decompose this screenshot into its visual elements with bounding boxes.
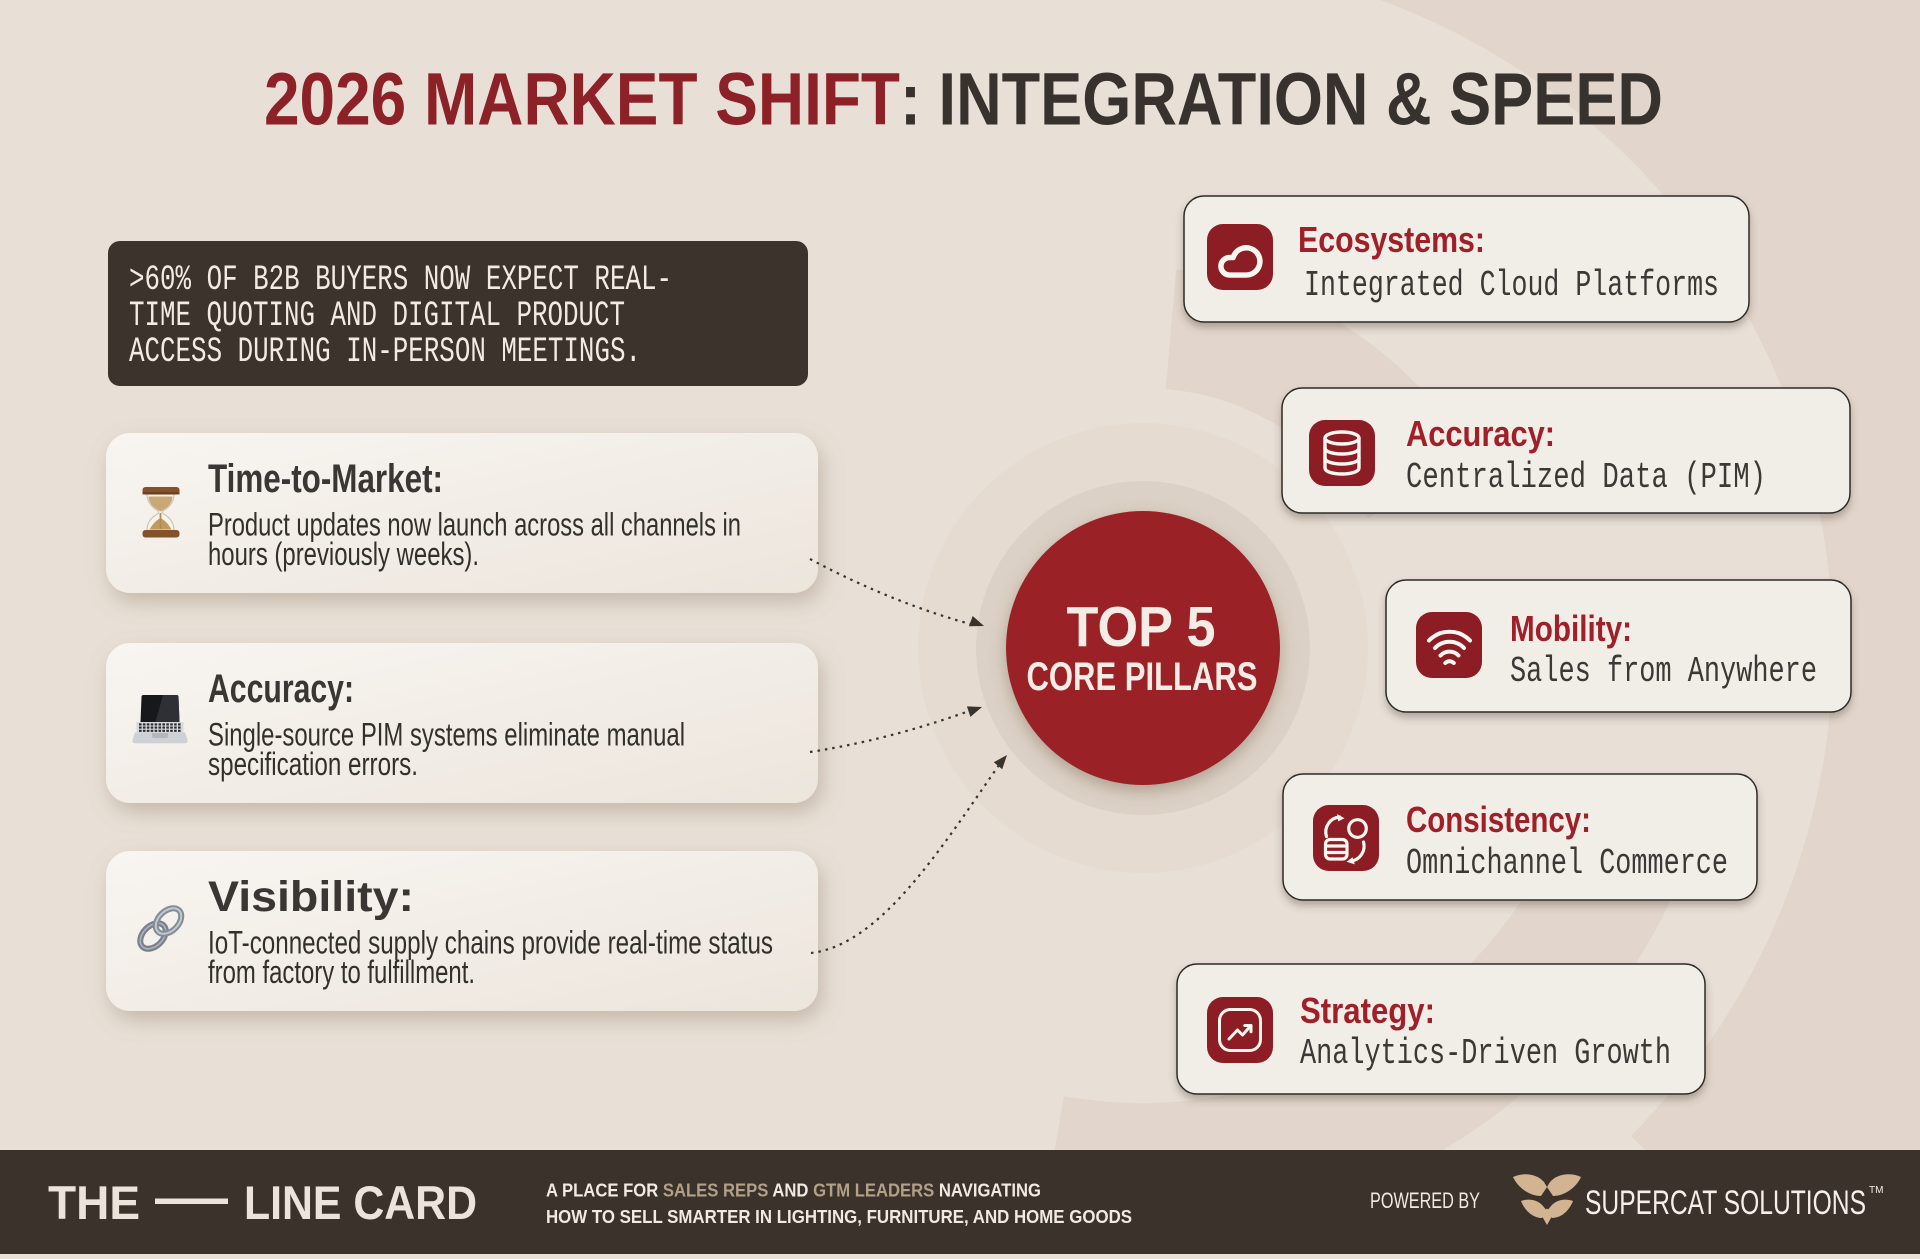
svg-text:specification errors.: specification errors. [208,746,418,782]
svg-text:Omnichannel Commerce: Omnichannel Commerce [1406,843,1728,884]
svg-text:2026 MARKET SHIFT: 2026 MARKET SHIFT [264,58,900,141]
svg-text:Time-to-Market:: Time-to-Market: [208,457,443,501]
svg-text:Integrated Cloud Platforms: Integrated Cloud Platforms [1304,265,1719,306]
svg-text:HOW TO SELL SMARTER IN LIGHTIN: HOW TO SELL SMARTER IN LIGHTING, FURNITU… [546,1207,1132,1227]
svg-text:A PLACE FOR SALES REPS AND GTM: A PLACE FOR SALES REPS AND GTM LEADERS N… [546,1181,1041,1201]
svg-text:Ecosystems:: Ecosystems: [1298,219,1485,260]
svg-text:CORE PILLARS: CORE PILLARS [1027,655,1258,699]
svg-text:TM: TM [1869,1185,1883,1196]
svg-text:Accuracy:: Accuracy: [208,667,354,711]
svg-text:Consistency:: Consistency: [1406,799,1591,840]
svg-text:Product updates now launch acr: Product updates now launch across all ch… [208,507,741,543]
svg-text:Mobility:: Mobility: [1510,608,1632,649]
svg-text:>60% OF B2B BUYERS NOW EXPECT: >60% OF B2B BUYERS NOW EXPECT REAL- [129,260,672,300]
svg-text:Analytics-Driven Growth: Analytics-Driven Growth [1300,1033,1671,1074]
svg-text:hours (previously weeks).: hours (previously weeks). [208,536,479,572]
svg-text:Sales from Anywhere: Sales from Anywhere [1510,651,1817,692]
svg-text:Accuracy:: Accuracy: [1406,413,1555,454]
svg-text:SUPERCAT SOLUTIONS: SUPERCAT SOLUTIONS [1585,1184,1866,1222]
svg-text:Strategy:: Strategy: [1300,990,1435,1031]
svg-text:TIME QUOTING AND DIGITAL PRODU: TIME QUOTING AND DIGITAL PRODUCT [129,296,625,336]
svg-text:IoT-connected supply chains pr: IoT-connected supply chains provide real… [208,925,773,961]
svg-text:from factory to fulfillment.: from factory to fulfillment. [208,954,475,990]
svg-text:Visibility:: Visibility: [208,873,414,921]
svg-text:TOP 5: TOP 5 [1067,595,1216,659]
svg-text:Centralized Data (PIM): Centralized Data (PIM) [1406,457,1766,498]
svg-text:LINE CARD: LINE CARD [244,1176,477,1229]
svg-text:THE: THE [48,1176,140,1229]
svg-text:ACCESS DURING IN-PERSON MEETIN: ACCESS DURING IN-PERSON MEETINGS. [129,332,641,372]
svg-text:POWERED BY: POWERED BY [1370,1188,1480,1213]
svg-text:: INTEGRATION & SPEED: : INTEGRATION & SPEED [900,58,1663,141]
svg-text:Single-source PIM systems elim: Single-source PIM systems eliminate manu… [208,717,685,753]
